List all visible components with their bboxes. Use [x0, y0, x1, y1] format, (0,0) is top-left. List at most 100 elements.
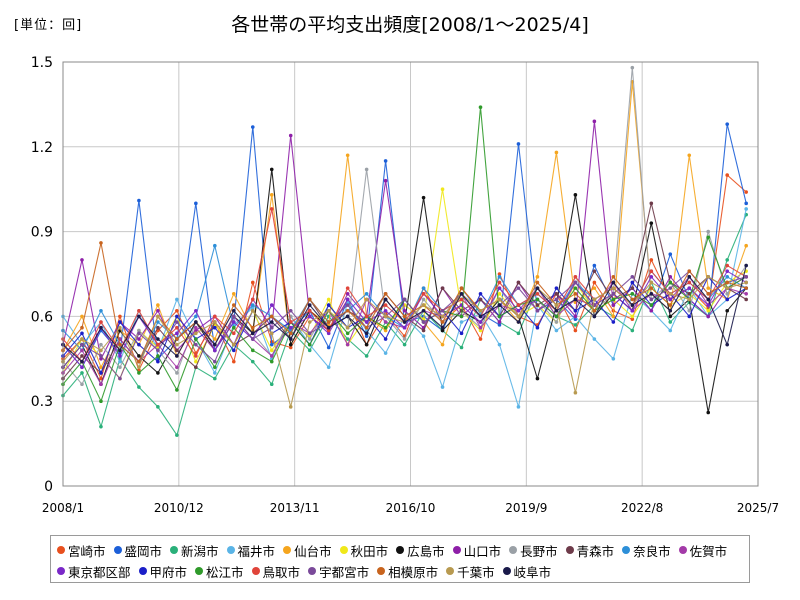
data-point [175, 354, 179, 358]
data-point [213, 325, 217, 330]
data-point [725, 280, 730, 285]
y-tick-label: 0 [44, 479, 53, 495]
y-tick-labels: 0 0.3 0.6 0.9 1.2 1.5 [31, 55, 53, 495]
data-point [99, 376, 103, 381]
data-point [402, 314, 407, 319]
data-point [175, 348, 179, 353]
data-point [231, 348, 236, 353]
data-point [573, 308, 578, 313]
data-point [725, 122, 730, 126]
data-point [99, 424, 103, 429]
data-point [421, 195, 426, 200]
data-point [156, 337, 160, 341]
data-point [592, 269, 597, 273]
x-tick-label: 2010/12 [154, 501, 204, 515]
legend-item: 新潟市 [170, 540, 219, 560]
data-point [440, 286, 445, 290]
data-point [649, 291, 654, 296]
series-group [61, 173, 748, 381]
data-point [706, 229, 711, 234]
data-point [592, 280, 597, 285]
data-point [706, 235, 711, 240]
data-point [516, 286, 521, 290]
x-tick-label: 2022/8 [621, 501, 663, 515]
y-tick-label: 1.5 [31, 55, 53, 71]
data-point [307, 297, 312, 302]
data-point [706, 275, 711, 279]
data-point [194, 325, 198, 330]
data-point [630, 308, 635, 313]
data-point [288, 133, 293, 138]
legend-item: 鳥取市 [251, 561, 300, 581]
data-point [744, 263, 748, 268]
data-point [345, 153, 350, 158]
legend-item: 仙台市 [283, 540, 332, 560]
data-point [630, 280, 635, 285]
data-point [668, 328, 673, 333]
data-point [194, 354, 198, 358]
data-point [213, 376, 217, 381]
legend-label: 福井市 [237, 543, 276, 559]
x-tick-labels: 2008/1 2010/12 2013/11 2016/10 2019/9 2022/8 2… [42, 501, 779, 515]
data-point [497, 297, 502, 302]
data-point [725, 258, 730, 262]
data-point [440, 325, 445, 330]
data-point [611, 320, 616, 324]
data-point [175, 297, 179, 302]
data-point [649, 297, 654, 302]
data-point [668, 308, 673, 313]
legend-label: 奈良市 [633, 543, 671, 559]
data-point [478, 325, 483, 330]
legend-label: 長野市 [520, 543, 558, 559]
data-point [250, 308, 255, 313]
legend-label: 青森市 [576, 543, 615, 559]
data-point [687, 280, 692, 285]
data-point [573, 328, 578, 333]
data-point [213, 359, 217, 364]
legend-marker-icon [57, 567, 65, 575]
data-point [383, 328, 388, 333]
data-point [706, 314, 711, 319]
data-point [250, 325, 255, 330]
data-point [99, 354, 103, 358]
legend-item: 盛岡市 [113, 540, 162, 560]
data-point [668, 314, 673, 319]
data-point [706, 291, 711, 296]
data-point [611, 297, 616, 302]
data-point [194, 308, 198, 313]
data-point [364, 331, 369, 336]
data-point [364, 291, 369, 296]
data-point [175, 308, 179, 313]
data-point [137, 198, 141, 203]
data-point [269, 325, 274, 330]
data-point [269, 320, 274, 324]
legend-marker-icon [283, 546, 292, 554]
data-point [326, 331, 331, 336]
data-point [345, 297, 350, 302]
x-tick-label: 2008/1 [42, 501, 84, 515]
legend-label: 宇都宮市 [319, 564, 370, 580]
data-point [118, 348, 122, 353]
data-point [554, 314, 559, 319]
data-point [364, 167, 369, 172]
data-point [535, 275, 540, 279]
data-point [440, 308, 445, 313]
data-point [725, 342, 730, 347]
data-point [649, 258, 654, 262]
data-point [288, 325, 293, 330]
legend-item: 青森市 [565, 540, 615, 560]
data-point [118, 359, 122, 364]
data-point [611, 357, 616, 361]
data-point [137, 314, 141, 319]
y-tick-label: 0.6 [31, 309, 53, 325]
data-point [118, 320, 122, 324]
data-point [175, 331, 179, 336]
data-point [99, 365, 103, 370]
legend-label: 佐賀市 [689, 543, 728, 559]
data-point [137, 308, 141, 313]
data-point [99, 371, 103, 375]
data-point [99, 348, 103, 353]
data-point [364, 342, 369, 347]
legend-label: 甲府市 [149, 564, 188, 580]
data-point [118, 314, 122, 319]
